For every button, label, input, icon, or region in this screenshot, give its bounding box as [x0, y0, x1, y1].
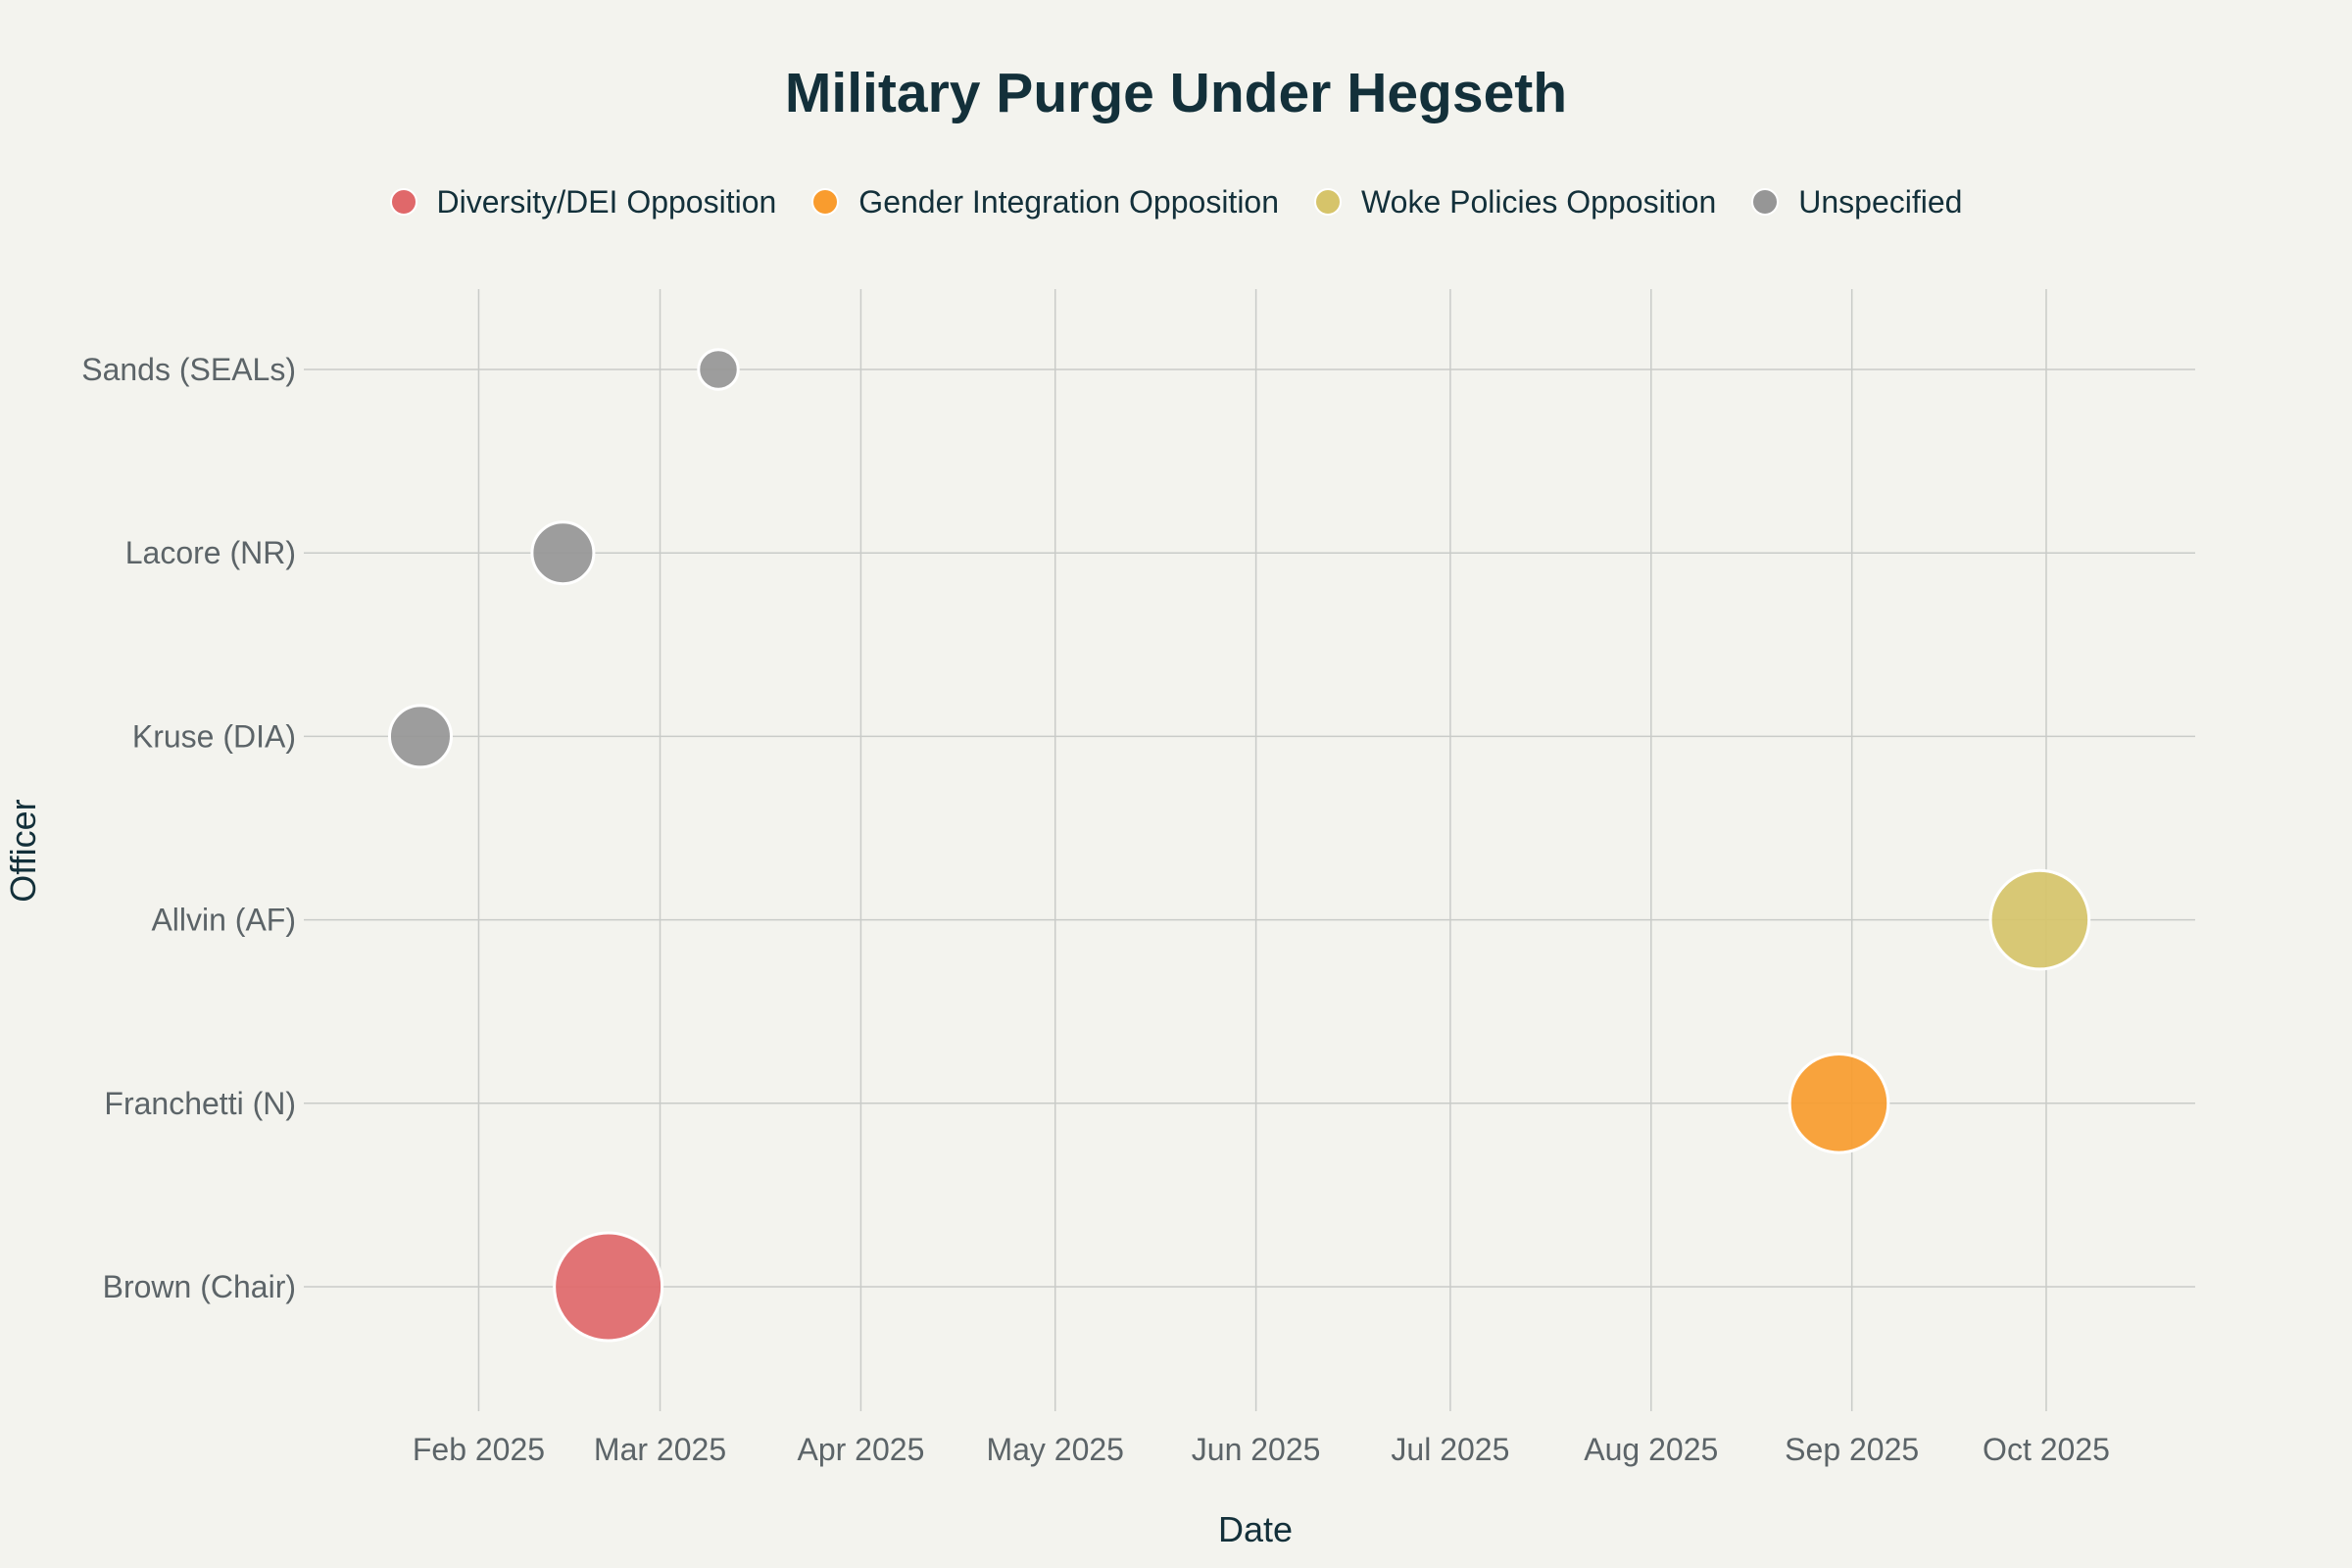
- legend-item-gender-integration[interactable]: Gender Integration Opposition: [811, 184, 1279, 220]
- legend-item-woke-policies[interactable]: Woke Policies Opposition: [1314, 184, 1716, 220]
- legend-swatch-diversity: [389, 188, 417, 216]
- tick-layer: Feb 2025 Mar 2025 Apr 2025 May 2025 Jun 2025…: [81, 352, 2110, 1467]
- chart-title: Military Purge Under Hegseth: [784, 62, 1568, 124]
- x-tick-label-mar-2025: Mar 2025: [594, 1432, 726, 1467]
- x-axis-title: Date: [1218, 1509, 1293, 1549]
- y-tick-label-kruse-dia: Kruse (DIA): [132, 718, 296, 754]
- marker-kruse-dia[interactable]: [387, 704, 453, 769]
- x-tick-label-aug-2025: Aug 2025: [1584, 1432, 1718, 1467]
- marker-sands-seals[interactable]: [697, 348, 740, 391]
- legend-swatch-woke-policies: [1314, 188, 1343, 216]
- x-tick-label-oct-2025: Oct 2025: [1983, 1432, 2110, 1467]
- legend-label-gender-integration: Gender Integration Opposition: [858, 183, 1280, 220]
- x-tick-label-jul-2025: Jul 2025: [1391, 1432, 1509, 1467]
- legend-label-unspecified: Unspecified: [1798, 183, 1963, 220]
- x-tick-label-feb-2025: Feb 2025: [413, 1432, 545, 1467]
- marker-franchetti-n[interactable]: [1788, 1053, 1890, 1154]
- legend-item-unspecified[interactable]: Unspecified: [1751, 184, 1962, 220]
- x-tick-label-sep-2025: Sep 2025: [1785, 1432, 1919, 1467]
- y-tick-label-franchetti-n: Franchetti (N): [104, 1086, 296, 1121]
- y-tick-label-allvin-af: Allvin (AF): [151, 903, 296, 938]
- x-tick-label-jun-2025: Jun 2025: [1192, 1432, 1321, 1467]
- y-tick-label-brown-chair: Brown (Chair): [103, 1269, 296, 1304]
- x-tick-label-apr-2025: Apr 2025: [797, 1432, 924, 1467]
- y-tick-label-lacore-nr: Lacore (NR): [125, 535, 296, 570]
- legend-label-woke-policies: Woke Policies Opposition: [1361, 183, 1717, 220]
- legend-item-diversity[interactable]: Diversity/DEI Opposition: [389, 183, 777, 220]
- marker-lacore-nr[interactable]: [530, 520, 596, 586]
- y-tick-label-sands-seals: Sands (SEALs): [81, 352, 296, 387]
- legend-swatch-unspecified: [1751, 188, 1780, 216]
- x-tick-label-may-2025: May 2025: [986, 1432, 1124, 1467]
- legend-swatch-gender-integration: [811, 188, 840, 216]
- legend: Diversity/DEI Opposition Gender Integrat…: [0, 174, 2352, 229]
- legend-label-diversity: Diversity/DEI Opposition: [436, 183, 777, 220]
- marker-layer: [387, 348, 2091, 1343]
- grid-layer: [304, 289, 2195, 1411]
- y-axis-title: Officer: [3, 799, 43, 902]
- marker-allvin-af[interactable]: [1988, 868, 2091, 971]
- marker-brown-chair[interactable]: [553, 1231, 664, 1343]
